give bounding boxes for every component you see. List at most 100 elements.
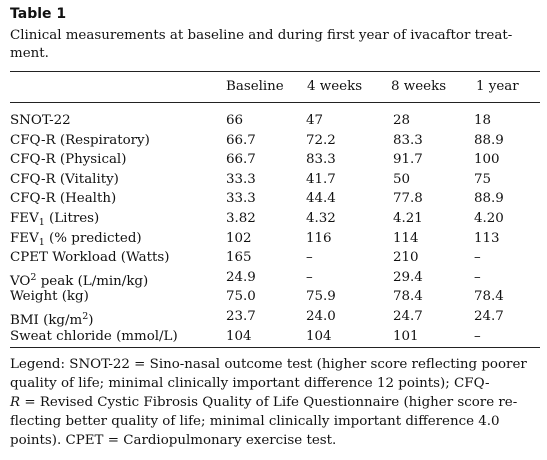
table-cell: 66.7 <box>226 152 256 168</box>
legend-line: Legend: SNOT-22 = Sino-nasal outcome tes… <box>10 357 527 372</box>
table-cell: 113 <box>474 230 500 246</box>
row-label: VO2 peak (L/min/kg) <box>10 269 148 291</box>
table-cell: 44.4 <box>306 191 336 207</box>
table-header-row: Baseline 4 weeks 8 weeks 1 year <box>0 78 547 98</box>
table-cell: 91.7 <box>393 152 423 168</box>
table-row: BMI (kg/m2) 23.7 24.0 24.7 24.7 <box>0 308 547 328</box>
legend-line: quality of life; minimal clinically impo… <box>10 376 490 391</box>
table-cell: 66.7 <box>226 132 256 148</box>
table-cell: 78.4 <box>393 289 423 305</box>
table-cell: – <box>474 269 481 285</box>
row-label: SNOT-22 <box>10 113 71 128</box>
table-row: CFQ-R (Respiratory) 66.7 72.2 83.3 88.9 <box>0 132 547 152</box>
caption-line: ment. <box>10 46 49 61</box>
table-cell: 4.32 <box>306 210 336 226</box>
row-label-subscript: 1 <box>38 216 45 228</box>
table-cell: 72.2 <box>306 132 336 148</box>
row-label: Sweat chloride (mmol/L) <box>10 328 178 344</box>
table-cell: 88.9 <box>474 132 504 148</box>
table-cell: – <box>306 269 313 285</box>
table-cell: – <box>306 250 313 266</box>
table-cell: 41.7 <box>306 171 336 187</box>
row-label-text: VO <box>10 273 31 289</box>
table-row: CFQ-R (Health) 33.3 44.4 77.8 88.9 <box>0 190 547 210</box>
table-cell: 29.4 <box>393 269 423 285</box>
table-row: Weight (kg) 75.0 75.9 78.4 78.4 <box>0 288 547 308</box>
row-label-text: (% predicted) <box>44 230 142 246</box>
table-cell: 24.9 <box>226 269 256 285</box>
row-label: BMI (kg/m2) <box>10 308 94 330</box>
table-cell: 210 <box>393 250 419 266</box>
table-cell: 104 <box>306 328 332 344</box>
table-cell: 24.7 <box>474 308 504 324</box>
table-row: Sweat chloride (mmol/L) 104 104 101 – <box>0 328 547 348</box>
legend-line: points). CPET = Cardiopulmonary exercise… <box>10 433 337 448</box>
table-cell: 23.7 <box>226 308 256 324</box>
column-header-1-year: 1 year <box>476 79 519 94</box>
row-label: CFQ-R (Vitality) <box>10 171 119 187</box>
table-cell: 100 <box>474 152 500 168</box>
table-cell: 102 <box>226 230 252 246</box>
table-cell: 4.21 <box>393 210 423 226</box>
table-cell: 75.9 <box>306 289 336 305</box>
row-label-text: BMI (kg/m <box>10 312 83 328</box>
table-cell: 83.3 <box>306 152 336 168</box>
row-label-text: ) <box>88 312 94 328</box>
table-cell: 66 <box>226 113 244 128</box>
table-cell: 104 <box>226 328 252 344</box>
row-label-superscript: 2 <box>30 271 37 283</box>
table-cell: 78.4 <box>474 289 504 305</box>
row-label-text: (Litres) <box>44 210 100 226</box>
table-row: FEV1 (Litres) 3.82 4.32 4.21 4.20 <box>0 210 547 230</box>
row-label: CPET Workload (Watts) <box>10 250 170 266</box>
table-cell: 47 <box>306 113 324 128</box>
table-cell: 88.9 <box>474 191 504 207</box>
table-cell: 83.3 <box>393 132 423 148</box>
row-label: Weight (kg) <box>10 289 89 305</box>
table-cell: 50 <box>393 171 411 187</box>
table-row: CFQ-R (Vitality) 33.3 41.7 50 75 <box>0 171 547 191</box>
table-cell: 4.20 <box>474 210 504 226</box>
table-legend: Legend: SNOT-22 = Sino-nasal outcome tes… <box>10 355 540 450</box>
table-body: SNOT-22 66 47 28 18 CFQ-R (Respiratory) 66.7 72… <box>0 112 547 347</box>
column-header-baseline: Baseline <box>226 79 284 94</box>
table-row: CPET Workload (Watts) 165 – 210 – <box>0 249 547 269</box>
row-label: CFQ-R (Physical) <box>10 152 127 168</box>
table-cell: 75 <box>474 171 492 187</box>
table-cell: 33.3 <box>226 171 256 187</box>
row-label-text: FEV <box>10 210 39 226</box>
table-cell: 24.7 <box>393 308 423 324</box>
table-row: FEV1 (% predicted) 102 116 114 113 <box>0 230 547 250</box>
table-cell: 24.0 <box>306 308 336 324</box>
table-cell: 101 <box>393 328 419 344</box>
row-label: CFQ-R (Respiratory) <box>10 132 150 148</box>
row-label-text: FEV <box>10 230 39 246</box>
table-cell: – <box>474 328 481 344</box>
column-header-8-weeks: 8 weeks <box>391 79 447 94</box>
table-cell: 3.82 <box>226 210 256 226</box>
legend-line: R = Revised Cystic Fibrosis Quality of L… <box>10 393 540 412</box>
legend-line: flecting better quality of life; minimal… <box>10 414 500 429</box>
legend-text: = Revised Cystic Fibrosis Quality of Lif… <box>20 395 518 410</box>
caption-line: Clinical measurements at baseline and du… <box>10 28 513 43</box>
table-cell: 33.3 <box>226 191 256 207</box>
row-label-subscript: 1 <box>38 236 45 248</box>
row-label: FEV1 (% predicted) <box>10 230 142 252</box>
table-title: Table 1 <box>10 6 67 22</box>
table-cell: 116 <box>306 230 332 246</box>
row-label-text: peak (L/min/kg) <box>36 273 149 289</box>
table-row: CFQ-R (Physical) 66.7 83.3 91.7 100 <box>0 151 547 171</box>
legend-italic-r: R <box>10 395 21 410</box>
table-cell: 75.0 <box>226 289 256 305</box>
bottom-rule <box>10 347 540 348</box>
table-cell: – <box>474 250 481 266</box>
header-rule <box>10 102 540 103</box>
row-label: FEV1 (Litres) <box>10 210 99 232</box>
table-cell: 18 <box>474 113 492 128</box>
row-label-superscript: 2 <box>82 310 89 322</box>
column-header-4-weeks: 4 weeks <box>307 79 363 94</box>
table-cell: 77.8 <box>393 191 423 207</box>
table-row: VO2 peak (L/min/kg) 24.9 – 29.4 – <box>0 269 547 289</box>
table-cell: 165 <box>226 250 252 266</box>
table-row: SNOT-22 66 47 28 18 <box>0 112 547 132</box>
